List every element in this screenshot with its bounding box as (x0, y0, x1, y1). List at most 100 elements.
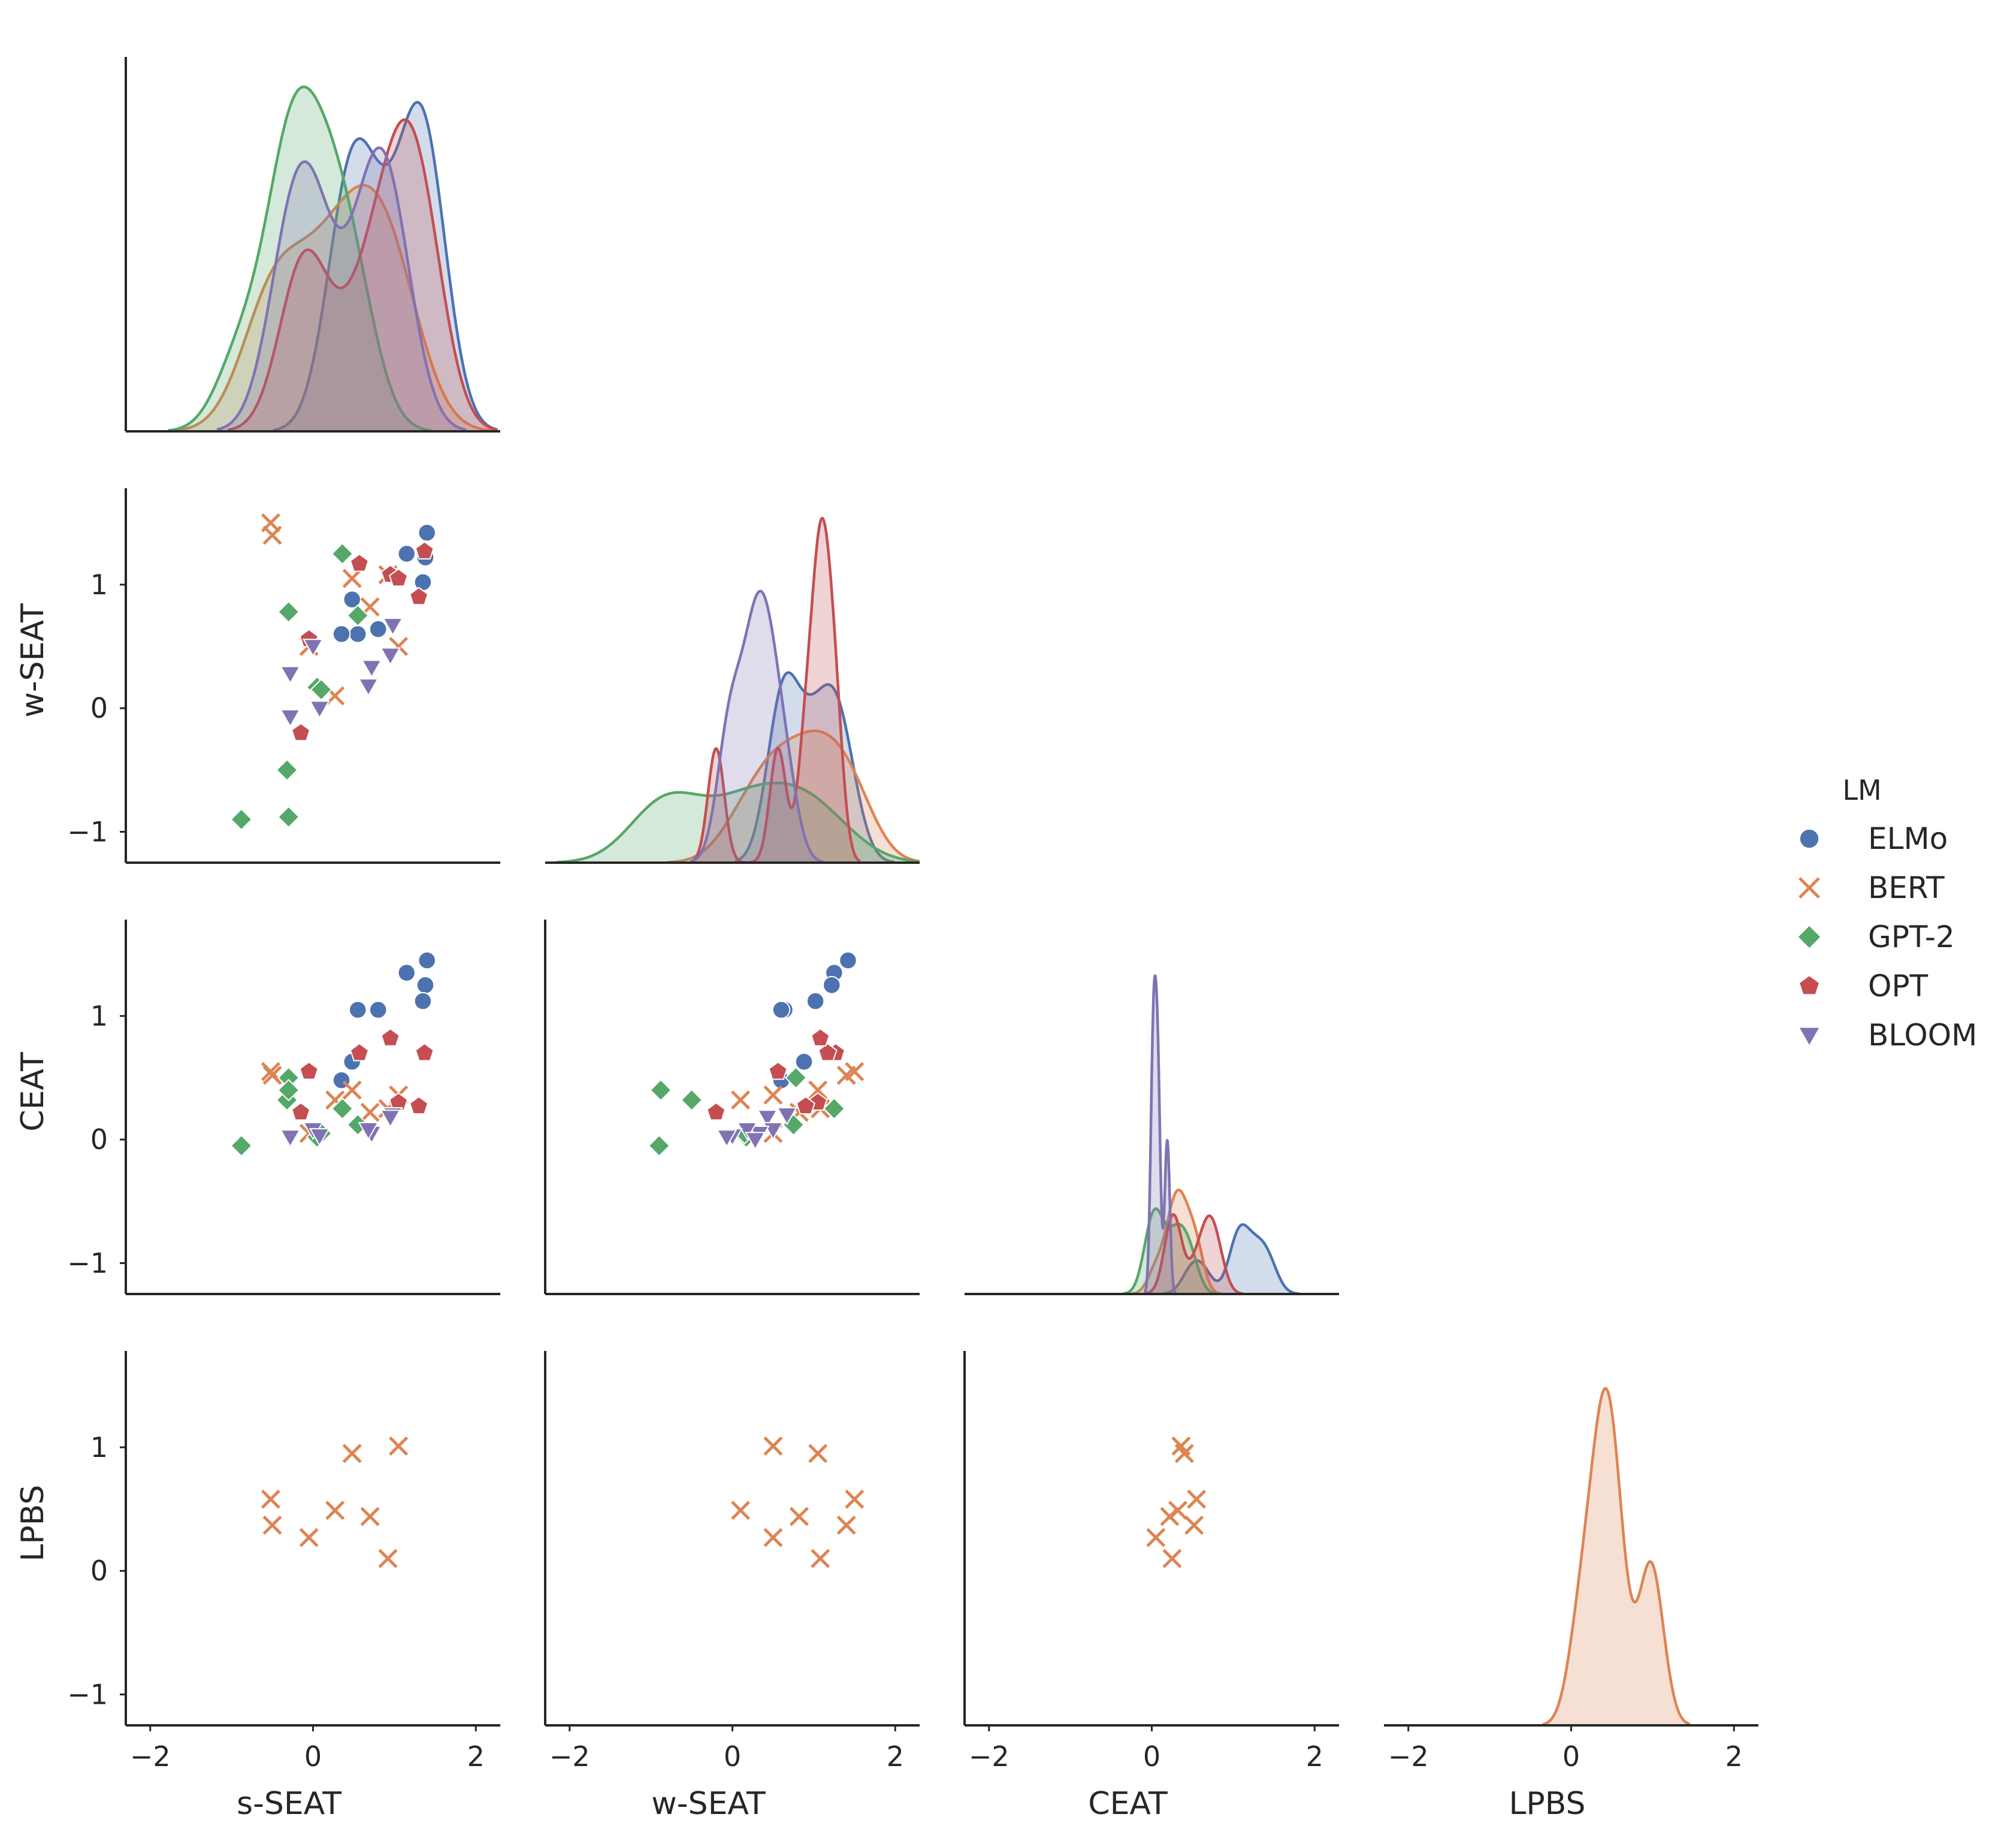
point-BERT (325, 1501, 345, 1520)
point-BERT (731, 1090, 751, 1110)
y-tick-label: 1 (90, 569, 108, 601)
point-OPT (706, 1102, 726, 1121)
point-GPT-2 (784, 1066, 808, 1089)
point-OPT (796, 1096, 815, 1115)
legend-marker-BERT (1799, 877, 1820, 899)
point-BERT (763, 1436, 783, 1456)
point-GPT-2 (277, 806, 300, 829)
panel-CEAT-vs-s-SEAT: −1 0 1 (67, 920, 500, 1295)
kde-line-ELMo (735, 671, 895, 863)
point-ELMo (418, 951, 436, 970)
point-ELMo (772, 1000, 791, 1019)
point-BERT (342, 1444, 362, 1464)
point-BERT (845, 1489, 865, 1509)
point-GPT-2 (277, 600, 300, 623)
y-tick-label: 1 (90, 1431, 108, 1464)
point-BERT (262, 525, 282, 545)
point-BERT (342, 1080, 362, 1100)
kde-line-BERT (177, 183, 492, 431)
point-BLOOM (380, 1109, 401, 1128)
point-BLOOM (279, 1129, 301, 1148)
kde-fill-GPT-2 (557, 782, 920, 863)
kde-line-OPT (227, 118, 498, 431)
panel-LPBS-vs-s-SEAT: −1 0 1 −2 0 2 s-SEAT (67, 1351, 500, 1822)
point-BLOOM (736, 1121, 758, 1141)
point-ELMo (397, 545, 416, 563)
kde-fill-OPT (227, 119, 498, 431)
point-BLOOM (279, 666, 301, 685)
point-BLOOM (382, 618, 404, 636)
point-ELMo (794, 1052, 814, 1071)
x-tick-label: 0 (304, 1740, 322, 1773)
point-GPT-2 (331, 1097, 354, 1120)
point-BERT (262, 1515, 282, 1535)
legend-label-GPT-2: GPT-2 (1868, 920, 1955, 954)
panel-CEAT-vs-CEAT (965, 974, 1339, 1295)
y-tick-label: 0 (90, 692, 108, 724)
point-BLOOM (309, 700, 330, 719)
panel-LPBS-vs-LPBS: −2 0 2 LPBS (1384, 1387, 1758, 1822)
point-BERT (342, 569, 362, 588)
point-BLOOM (303, 639, 324, 657)
point-OPT (349, 553, 370, 572)
point-ELMo (368, 1000, 388, 1019)
x-tick-label: −2 (549, 1740, 590, 1773)
point-BERT (1168, 1501, 1187, 1520)
point-BLOOM (309, 1128, 330, 1147)
point-OPT (349, 1042, 370, 1062)
legend-label-BERT: BERT (1868, 870, 1945, 905)
point-OPT (291, 1102, 311, 1121)
point-OPT (811, 1028, 830, 1047)
y-axis-label: CEAT (15, 1052, 51, 1132)
kde-fill-BERT (667, 731, 920, 863)
point-ELMo (839, 951, 857, 970)
point-BLOOM (776, 1107, 798, 1126)
point-OPT (415, 1042, 434, 1062)
legend-marker-BLOOM (1797, 1026, 1821, 1047)
point-BERT (836, 1065, 856, 1085)
panel-w-SEAT-vs-s-SEAT: −1 0 1 (67, 488, 500, 864)
point-GPT-2 (331, 542, 354, 565)
point-GPT-2 (230, 1134, 253, 1157)
kde-line-OPT (1145, 1213, 1244, 1294)
x-tick-label: 2 (887, 1740, 904, 1773)
point-BERT (1162, 1549, 1182, 1568)
legend-marker-OPT (1798, 974, 1821, 996)
point-GPT-2 (649, 1078, 672, 1102)
point-BERT (1184, 1515, 1204, 1535)
point-ELMo (413, 573, 433, 592)
point-GPT-2 (230, 808, 253, 831)
legend-marker-ELMo (1799, 828, 1820, 849)
kde-line-GPT-2 (556, 781, 920, 863)
x-axis-label: w-SEAT (651, 1786, 766, 1822)
kde-fill-ELMo (273, 102, 495, 431)
point-BLOOM (361, 660, 382, 678)
y-tick-label: −1 (67, 1247, 108, 1279)
y-tick-label: −1 (67, 815, 108, 848)
point-BLOOM (745, 1132, 766, 1150)
point-BERT (836, 1515, 856, 1535)
point-ELMo (823, 976, 841, 994)
point-BERT (1171, 1436, 1191, 1456)
point-BLOOM (380, 647, 401, 666)
point-ELMo (413, 991, 433, 1011)
point-BERT (811, 1549, 830, 1568)
point-BLOOM (716, 1129, 738, 1148)
legend-label-ELMo: ELMo (1868, 821, 1948, 856)
point-OPT (768, 1061, 788, 1080)
x-tick-label: 0 (724, 1740, 741, 1773)
point-OPT (291, 722, 311, 742)
kde-line-BLOOM (690, 589, 824, 863)
point-BERT (731, 1501, 751, 1520)
point-OPT (389, 568, 409, 587)
point-BERT (378, 1549, 398, 1568)
point-ELMo (332, 625, 351, 643)
kde-line-BLOOM (216, 146, 467, 431)
point-GPT-2 (310, 678, 333, 701)
kde-fill-OPT (691, 518, 860, 863)
x-tick-label: 0 (1143, 1740, 1160, 1773)
point-BLOOM (279, 709, 301, 728)
point-GPT-2 (277, 1078, 300, 1102)
point-BERT (299, 1528, 319, 1547)
legend: LM ELMo BERT GPT-2 OPT BLOOM (1797, 774, 1977, 1053)
